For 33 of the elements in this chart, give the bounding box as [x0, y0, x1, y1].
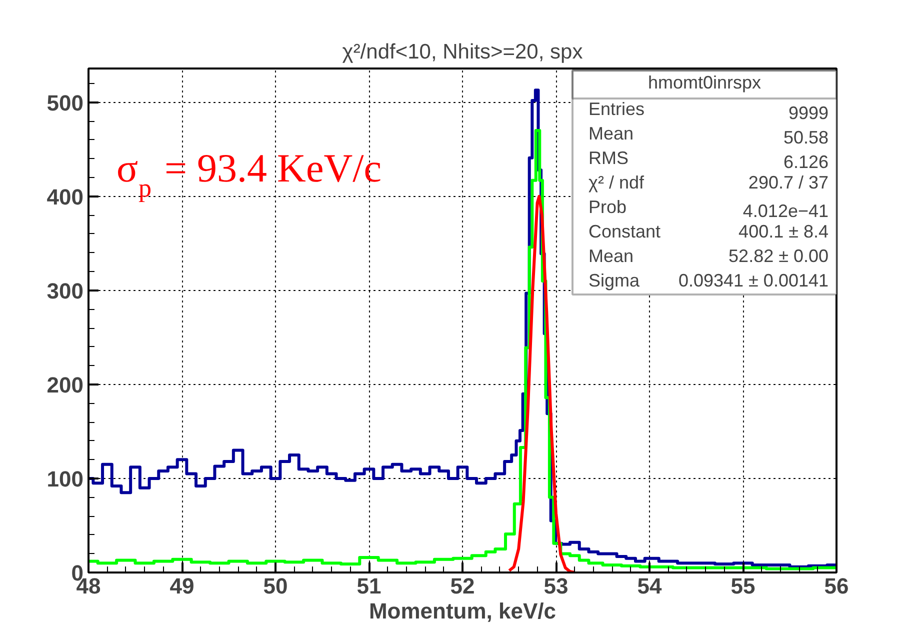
y-tick-label: 300	[46, 278, 84, 304]
annotation: 52.82 ± 0.00	[728, 246, 829, 266]
x-axis-title: Momentum, keV/c	[368, 598, 556, 624]
annotation: Constant	[588, 222, 661, 242]
annotation: Sigma	[588, 270, 641, 290]
annotation: 9999	[788, 103, 829, 123]
y-tick-label: 200	[46, 372, 84, 398]
x-tick-label: 49	[170, 574, 194, 598]
x-tick-label: 50	[263, 574, 288, 598]
y-tick-label: 400	[46, 184, 84, 210]
y-tick-label: 100	[46, 466, 84, 492]
x-tick-label: 51	[356, 574, 382, 598]
x-tick-label: 54	[637, 574, 662, 598]
line-series	[508, 194, 576, 572]
chart-title: χ²/ndf<10, Nhits>=20, spx	[342, 40, 584, 64]
y-tick-label: 500	[46, 90, 84, 116]
x-tick-label: 56	[824, 574, 849, 598]
annotation: Entries	[588, 99, 645, 119]
annotation: Mean	[588, 124, 634, 144]
annotation: 290.7 / 37	[748, 172, 829, 192]
x-tick-label: 52	[450, 574, 475, 598]
x-tick-label: 53	[544, 574, 568, 598]
annotation: 6.126	[783, 152, 829, 172]
annotation: hmomt0inrspx	[648, 72, 762, 92]
annotation: 4.012e−41	[742, 201, 829, 221]
annotation: 400.1 ± 8.4	[738, 222, 829, 242]
annotation: 50.58	[783, 128, 829, 148]
annotation: 0.09341 ± 0.00141	[678, 270, 829, 290]
annotation: χ² / ndf	[588, 172, 645, 192]
annotation: RMS	[588, 148, 628, 168]
x-tick-label: 55	[730, 574, 756, 598]
annotation: Prob	[588, 197, 627, 217]
annotation: Mean	[588, 246, 634, 266]
